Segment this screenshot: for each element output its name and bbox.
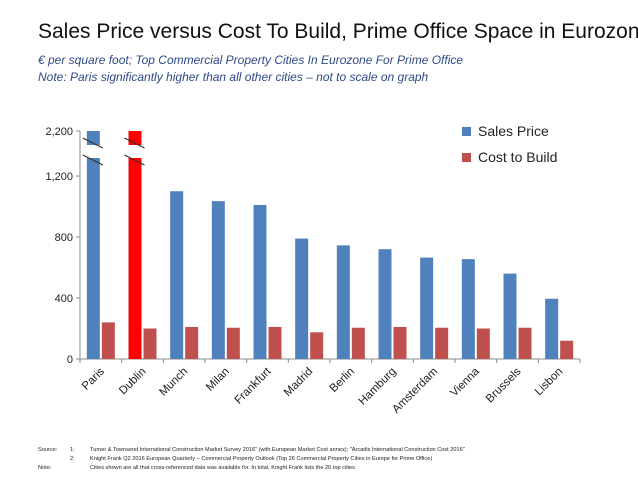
cost-to-build-bar: [393, 326, 407, 359]
sales-price-bar: [378, 249, 392, 359]
footnote-text-1: Turner & Townsend International Construc…: [90, 447, 465, 453]
cost-to-build-bar: [435, 327, 449, 359]
sales-price-bar: [295, 238, 309, 359]
footnote-number-1: 1:: [70, 447, 75, 453]
x-category-label: Dublin: [117, 366, 149, 398]
axis-break-gap: [84, 145, 102, 158]
sales-price-bar: [86, 131, 100, 359]
sales-price-bar: [503, 273, 517, 359]
cost-to-build-bar: [476, 328, 490, 359]
note-line: Note: Cities shown are all that cross-ref…: [38, 465, 355, 471]
x-category-label: Berlin: [328, 366, 357, 395]
source-line-2: 2: Knight Frank Q2 2016 European Quarterl…: [38, 456, 432, 462]
sales-price-bar: [211, 201, 225, 359]
cost-to-build-bar: [351, 327, 365, 359]
legend-swatch: [462, 153, 471, 162]
y-tick-label: 2,200: [45, 126, 73, 138]
note-label: Note:: [38, 465, 52, 471]
legend-swatch: [462, 127, 471, 136]
axis-break-mark: [124, 154, 145, 166]
x-category-label: Frankfurt: [233, 365, 275, 407]
cost-to-build-bar: [143, 328, 157, 359]
sales-price-bar: [170, 191, 184, 359]
y-tick-label: 800: [55, 232, 73, 244]
legend-label: Sales Price: [478, 123, 549, 139]
axis-break-gap: [126, 145, 144, 158]
axis-break-mark: [82, 137, 104, 149]
footnote-text-2: Knight Frank Q2 2016 European Quarterly …: [90, 456, 433, 462]
cost-to-build-bar: [226, 327, 240, 359]
x-category-label: Munch: [157, 366, 190, 399]
note-text: Cities shown are all that cross-referenc…: [90, 465, 355, 471]
y-tick-label: 1,200: [45, 171, 73, 183]
chart-title: Sales Price versus Cost To Build, Prime …: [38, 20, 638, 43]
x-category-label: Vienna: [448, 365, 482, 399]
y-tick-label: 400: [55, 293, 73, 305]
x-category-label: Hamburg: [357, 366, 399, 408]
x-category-label: Lisbon: [533, 366, 565, 398]
y-tick-label: 0: [67, 354, 73, 366]
cost-to-build-bar: [310, 332, 324, 359]
cost-to-build-bar: [101, 322, 115, 359]
sales-price-bar: [128, 131, 142, 359]
axis-break-mark: [124, 137, 145, 149]
bar-chart: 0 400 800 1,200 2,200 Paris Dublin Munch Milan Fr…: [45, 123, 581, 416]
x-category-label: Madrid: [282, 366, 315, 399]
sales-price-bar: [420, 257, 434, 359]
cost-to-build-bar: [560, 340, 574, 359]
x-category-label: Amsterdam: [390, 366, 440, 416]
sales-price-bar: [253, 204, 267, 359]
axis-break-mark: [82, 154, 104, 166]
cost-to-build-bar: [185, 326, 199, 359]
chart-subtitle-note: Note: Paris significantly higher than al…: [38, 70, 429, 84]
footnote-number-2: 2:: [70, 456, 75, 462]
chart-subtitle-units: € per square foot; Top Commercial Proper…: [38, 53, 464, 67]
sales-price-bar: [336, 245, 350, 359]
sales-price-bar: [545, 298, 559, 359]
cost-to-build-bar: [268, 326, 282, 359]
source-label: Source:: [38, 447, 58, 453]
x-category-label: Brussels: [484, 365, 524, 405]
x-category-label: Milan: [204, 366, 232, 394]
x-category-label: Paris: [80, 365, 107, 392]
legend-label: Cost to Build: [478, 149, 557, 165]
source-line-1: Source: 1: Turner & Townsend International…: [38, 447, 465, 453]
sales-price-bar: [461, 259, 475, 359]
cost-to-build-bar: [518, 327, 532, 359]
